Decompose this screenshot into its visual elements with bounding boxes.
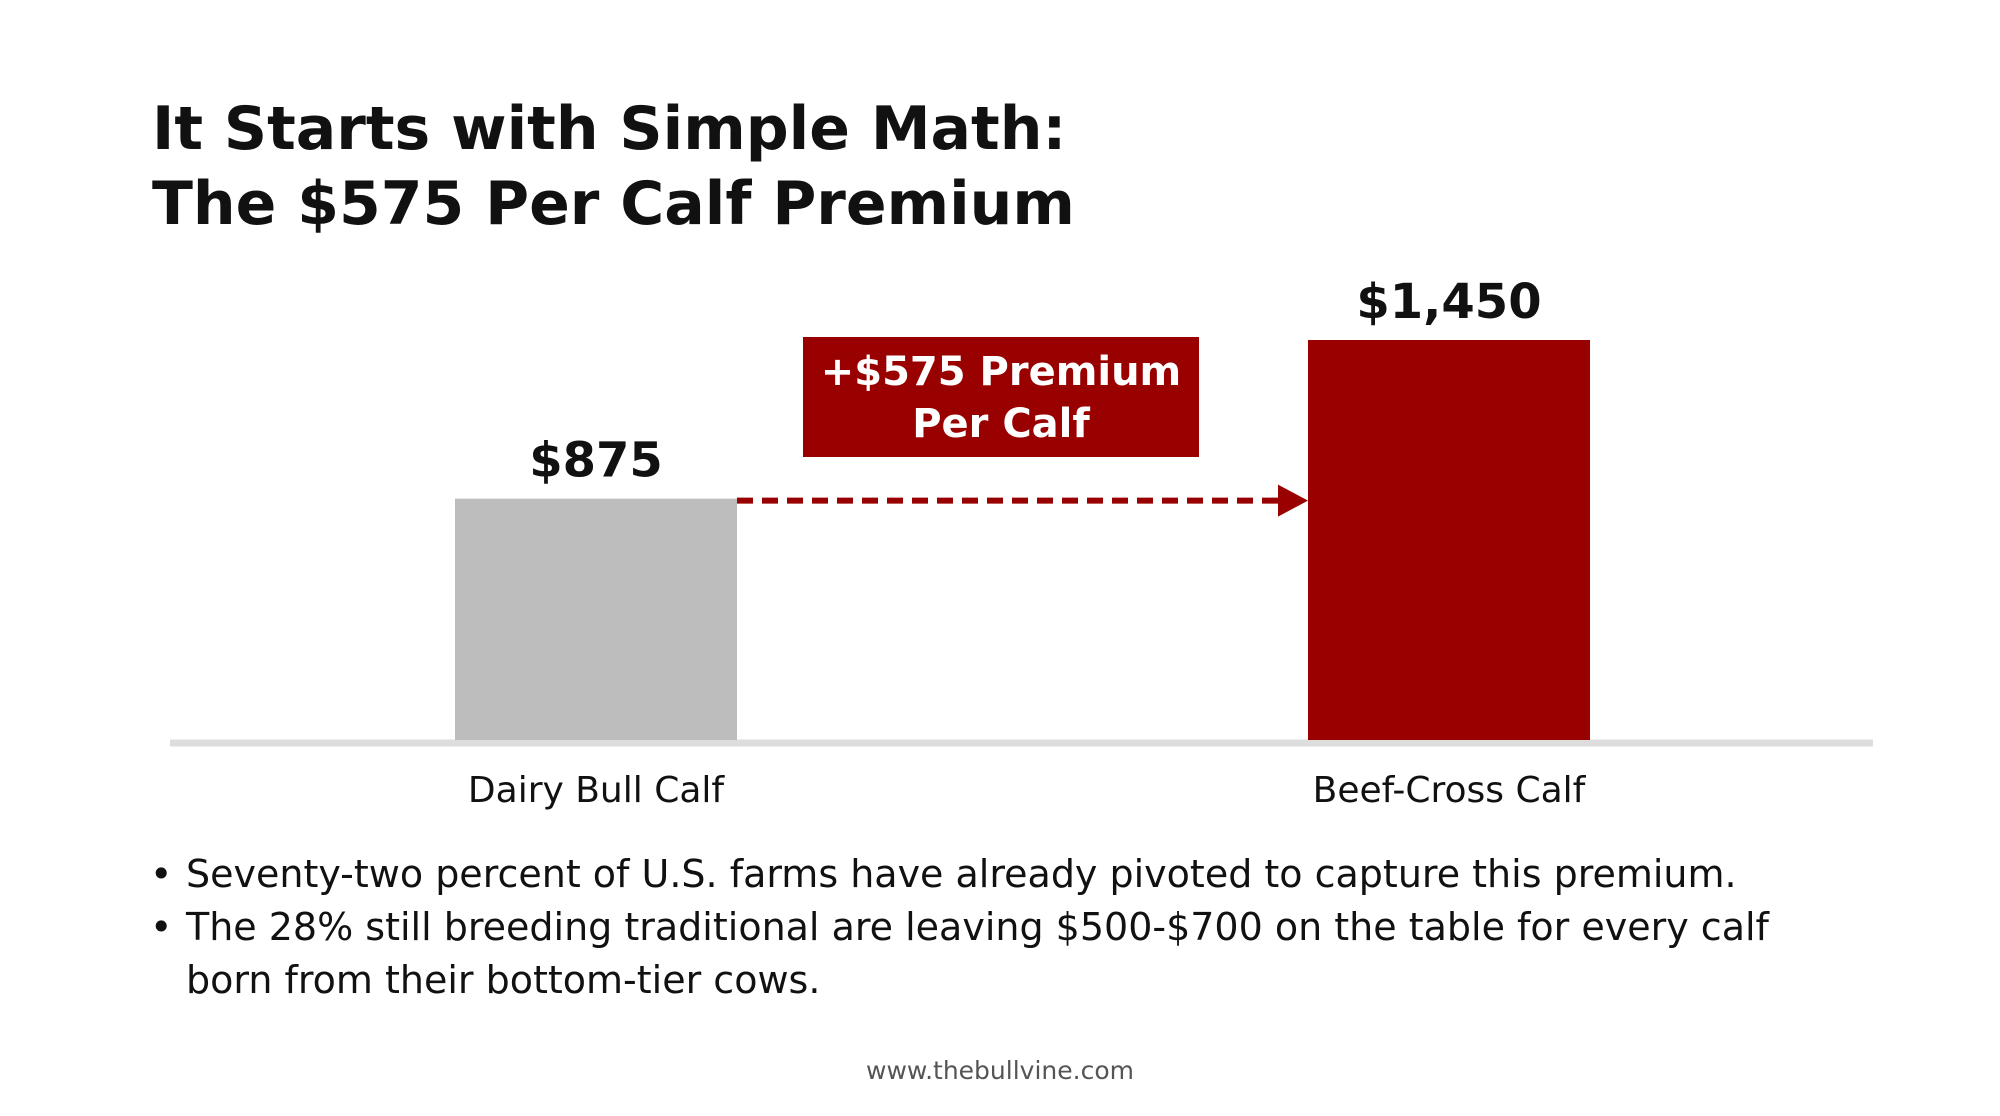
bar-beef-cross-calf: [1308, 340, 1590, 740]
title-line-2: The $575 Per Calf Premium: [152, 169, 1075, 239]
bar-chart: $875 $1,450 Dairy Bull Calf Beef-Cross C…: [170, 274, 1873, 811]
premium-callout-line-2: Per Calf: [912, 401, 1090, 447]
value-label-beef-cross-calf: $1,450: [1356, 274, 1541, 330]
value-label-dairy-bull-calf: $875: [529, 433, 663, 489]
title-line-1: It Starts with Simple Math:: [152, 94, 1067, 164]
bullet-item: Seventy-two percent of U.S. farms have a…: [150, 848, 1850, 901]
premium-callout-line-1: +$575 Premium: [821, 349, 1182, 395]
premium-callout-box: [803, 337, 1199, 457]
footer-url: www.thebullvine.com: [866, 1056, 1134, 1085]
category-label-dairy-bull-calf: Dairy Bull Calf: [468, 770, 725, 811]
bullet-item: The 28% still breeding traditional are l…: [150, 901, 1850, 1007]
bar-dairy-bull-calf: [455, 498, 737, 740]
page-title: It Starts with Simple Math: The $575 Per…: [152, 92, 1652, 242]
category-label-beef-cross-calf: Beef-Cross Calf: [1313, 770, 1587, 811]
bullet-list: Seventy-two percent of U.S. farms have a…: [150, 848, 1850, 1007]
premium-arrow-head: [1278, 484, 1308, 517]
